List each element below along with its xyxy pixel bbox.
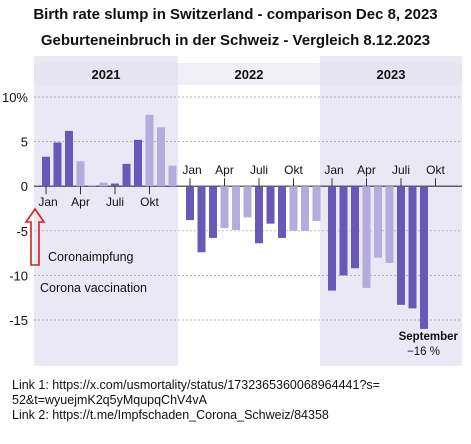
bar-2021-month-9 [134,139,142,187]
bar-2022-month-2 [197,186,206,253]
month-label-2023: Jan [324,163,343,177]
month-label-2022: Jan [182,163,201,177]
bar-2022-month-3 [209,186,217,238]
bar-2023-month-1 [328,186,336,291]
bar-2021-month-5 [88,185,96,187]
vaccination-arrow-icon [24,207,46,266]
bar-2022-month-1 [186,186,194,221]
panel-background-2021 [34,56,178,366]
bar-2023-month-2 [339,186,348,276]
month-label-2021: Jan [38,195,57,209]
chart-subtitle: Geburteneinbruch in der Schweiz - Vergle… [40,32,431,49]
bar-2021-month-11 [157,127,165,187]
september-value: −16 % [407,346,440,358]
link-1-line-1[interactable]: Link 1: https://x.com/usmortality/status… [12,378,380,392]
bar-2021-month-3 [65,130,73,187]
year-label-2021: 2021 [92,67,121,82]
bar-2022-month-8 [266,186,275,224]
vaccination-label-de: Coronaimpfung [48,250,134,264]
bar-2021-month-4 [76,161,85,187]
bar-2021-month-6 [99,182,108,187]
month-label-2021: Okt [140,195,159,209]
year-header-band [34,63,462,85]
y-tick-label: -10 [9,268,28,283]
year-label-2023: 2023 [377,67,406,82]
bar-2022-month-5 [232,186,240,230]
bar-chart: 10% 5 0 -5 -10 -15 2021 2022 2023 Jan Apr Juli Okt Ja… [2,56,462,366]
bar-2022-month-4 [220,186,229,229]
september-label: September [398,331,458,343]
month-label-2021: Juli [106,195,124,209]
bar-2022-month-6 [243,186,252,218]
bar-2021-month-7 [111,183,119,187]
source-links: Link 1: https://x.com/usmortality/status… [12,378,380,423]
bar-2021-month-10 [145,114,154,187]
bar-2022-month-7 [255,186,263,244]
bar-2021-month-8 [122,163,131,187]
link-1-line-2[interactable]: 52&t=wyuejmK2q5yMqupqChV4vA [12,393,207,407]
bar-2023-month-8 [408,186,417,309]
bar-2022-month-12 [312,186,321,221]
y-tick-label: -15 [9,313,28,328]
bar-2022-month-9 [278,186,286,238]
bar-2021-month-2 [53,142,62,187]
month-label-2023: Apr [357,163,376,177]
y-tick-label: -5 [16,224,28,239]
month-label-2023: Juli [392,163,410,177]
y-tick-label: 10% [2,90,28,105]
chart-title: Birth rate slump in Switzerland - compar… [33,6,438,23]
bar-2023-month-9 [420,186,428,329]
month-label-2022: Okt [284,163,303,177]
y-tick-label: 0 [21,179,28,194]
year-label-2022: 2022 [235,67,264,82]
bar-2022-month-10 [289,186,298,231]
bar-2023-month-6 [385,186,394,263]
vaccination-label-en: Corona vaccination [40,281,148,295]
month-label-2022: Apr [215,163,234,177]
bar-2023-month-4 [362,186,371,288]
bar-2023-month-3 [351,186,359,269]
bar-2023-month-5 [374,186,382,258]
month-label-2022: Juli [250,163,268,177]
bar-2022-month-11 [301,186,309,231]
bar-2021-month-1 [42,156,50,187]
y-tick-label: 5 [21,135,28,150]
bar-2023-month-7 [397,186,405,305]
month-label-2023: Okt [426,163,445,177]
month-label-2021: Apr [71,195,90,209]
bar-2021-month-12 [168,165,177,187]
link-2[interactable]: Link 2: https://t.me/Impfschaden_Corona_… [12,408,329,422]
